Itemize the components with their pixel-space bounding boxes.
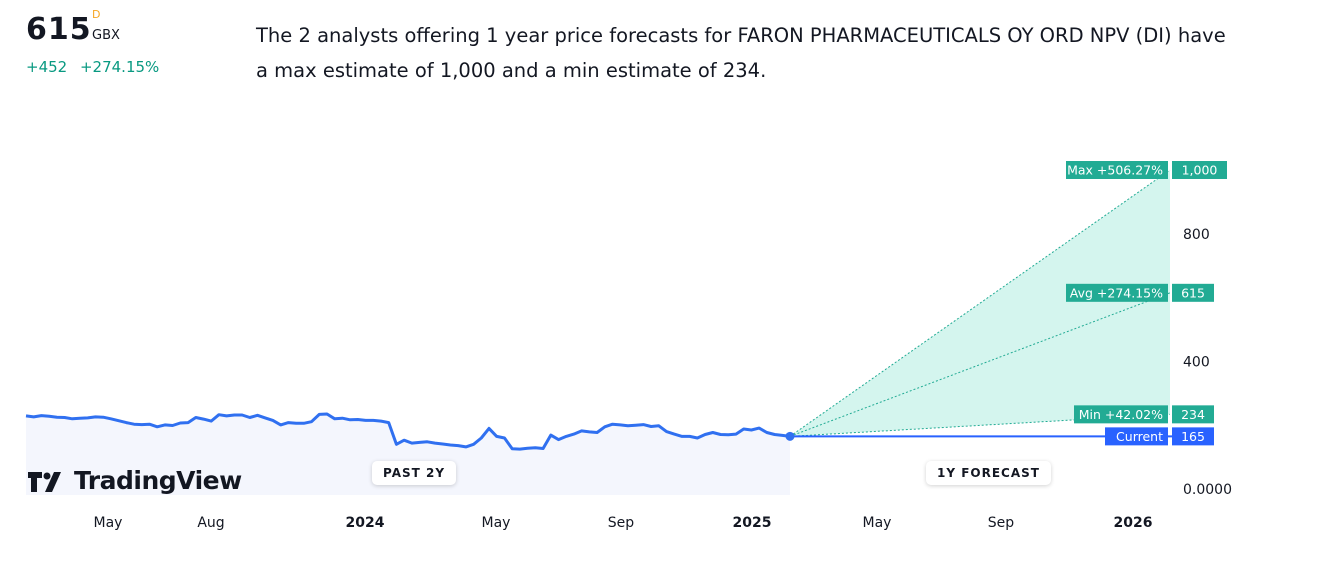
forecast-min-label-text: Min +42.02% xyxy=(1079,407,1163,422)
forecast-avg-label-box xyxy=(1066,283,1168,302)
forecast-max-label-box xyxy=(1066,161,1168,179)
forecast-max-line xyxy=(789,169,1171,437)
forecast-description: The 2 analysts offering 1 year price for… xyxy=(256,24,1226,82)
current-price-label-box xyxy=(1105,427,1168,446)
tradingview-logo-text: TradingView xyxy=(74,466,242,495)
forecast-min-label-value: 234 xyxy=(1181,407,1205,422)
past-period-label: PAST 2Y xyxy=(372,461,457,485)
x-tick-label: 2024 xyxy=(346,515,385,531)
x-tick-label: May xyxy=(94,515,123,531)
y-tick-label: 800 xyxy=(1183,227,1210,243)
x-tick-label: Sep xyxy=(988,515,1015,531)
x-tick-label: May xyxy=(863,515,892,531)
history-area xyxy=(26,414,790,495)
forecast-min-label-value-box xyxy=(1172,405,1214,424)
forecast-min-label-box xyxy=(1074,405,1168,424)
currency-label: GBX xyxy=(92,28,120,43)
price-value: 615 xyxy=(26,12,92,47)
tradingview-logo-icon xyxy=(28,471,61,492)
forecast-avg-label: Avg +274.15% 615 xyxy=(1066,283,1214,302)
x-tick-label: Aug xyxy=(197,515,224,531)
forecast-min-label: Min +42.02% 234 xyxy=(1074,405,1214,424)
tradingview-logo[interactable]: TradingView xyxy=(28,466,242,495)
change-percent: +274.15% xyxy=(79,58,160,76)
current-price-label-value-box xyxy=(1172,427,1214,446)
forecast-max-label-value-box xyxy=(1172,161,1227,179)
current-price-label-text: Current xyxy=(1116,429,1163,444)
forecast-max-label: Max +506.27% 1,000 xyxy=(1066,161,1227,179)
x-tick-label: 2026 xyxy=(1114,515,1153,531)
x-tick-label: 2025 xyxy=(733,515,772,531)
forecast-max-label-text: Max +506.27% xyxy=(1067,163,1163,178)
current-price-label-value: 165 xyxy=(1181,429,1205,444)
x-tick-label: May xyxy=(482,515,511,531)
current-price-label: Current 165 xyxy=(1105,427,1214,446)
forecast-avg-label-value: 615 xyxy=(1181,285,1205,300)
y-tick-label: 400 xyxy=(1183,354,1210,370)
price-history-line xyxy=(25,412,791,451)
forecast-max-label-value: 1,000 xyxy=(1182,163,1218,178)
x-tick-label: Sep xyxy=(608,515,635,531)
delayed-flag: D xyxy=(92,8,101,21)
y-tick-label: 0.0000 xyxy=(1183,482,1232,498)
current-price-point xyxy=(785,431,795,441)
price-change: +452 +274.15% xyxy=(26,58,167,76)
change-absolute: +452 xyxy=(26,58,68,76)
forecast-avg-label-value-box xyxy=(1172,283,1214,302)
forecast-period-label: 1Y FORECAST xyxy=(926,461,1051,485)
forecast-avg-label-text: Avg +274.15% xyxy=(1070,285,1163,300)
